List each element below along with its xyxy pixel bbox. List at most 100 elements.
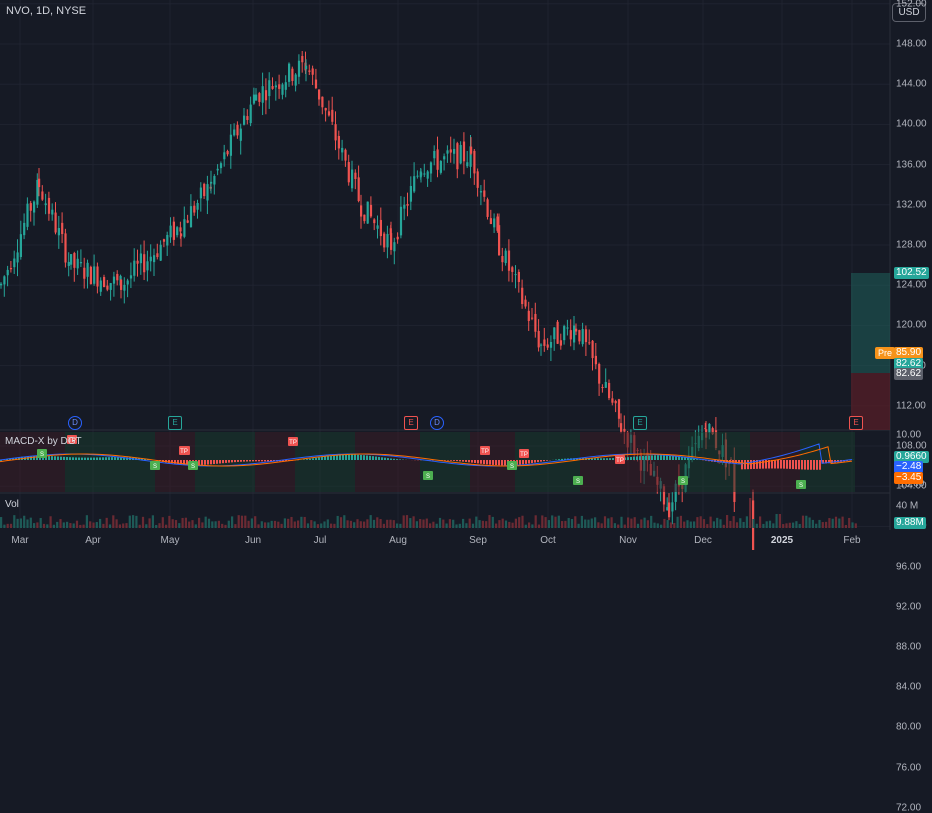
volume-bar [320, 523, 322, 528]
candle [671, 502, 673, 511]
volume-bar [228, 521, 230, 528]
volume-bar [736, 522, 738, 528]
volume-bar [409, 518, 411, 528]
macd-title[interactable]: MACD-X by DGT [5, 436, 82, 447]
candle [605, 382, 607, 388]
candle [206, 184, 208, 200]
volume-last-value: 9.88M [894, 517, 926, 529]
dividend-marker-icon[interactable]: D [68, 416, 82, 430]
macd-histogram-bar [786, 460, 788, 469]
volume-title[interactable]: Vol [5, 499, 19, 510]
candle [595, 356, 597, 364]
volume-bar [531, 524, 533, 528]
volume-bar [300, 517, 302, 528]
volume-bar [644, 518, 646, 528]
macd-histogram-bar [810, 460, 812, 470]
chart-canvas[interactable]: TPSTPSTPSTPTPSTPSTPSSS [0, 0, 932, 550]
volume-bar [828, 518, 830, 528]
volume-bar [142, 517, 144, 528]
volume-bar [667, 520, 669, 528]
candle [133, 261, 135, 276]
signal-marker-label: TP [520, 452, 528, 458]
volume-bar [703, 519, 705, 528]
macd-histogram-bar [213, 460, 215, 464]
macd-histogram-bar [789, 460, 791, 469]
volume-bar [452, 520, 454, 528]
volume-bar [224, 525, 226, 528]
macd-histogram-bar [660, 455, 662, 460]
signal-marker-label: S [510, 464, 514, 470]
candle [163, 239, 165, 242]
macd-histogram-bar [81, 458, 83, 460]
dividend-marker-icon[interactable]: D [430, 416, 444, 430]
candle [278, 84, 280, 89]
volume-bar [330, 524, 332, 528]
candle [420, 173, 422, 176]
candle [403, 205, 405, 209]
macd-line-value: −3.45 [894, 472, 923, 484]
candle [573, 325, 575, 342]
volume-bar [723, 525, 725, 528]
macd-histogram-bar [543, 460, 545, 461]
volume-bar [350, 521, 352, 528]
volume-bar [59, 519, 61, 528]
volume-bar [314, 521, 316, 528]
macd-histogram-bar [93, 458, 95, 460]
volume-bar [69, 523, 71, 528]
candle [318, 89, 320, 99]
volume-bar [254, 516, 256, 528]
volume-bar [165, 525, 167, 528]
candle [41, 191, 43, 199]
macd-histogram-bar [534, 460, 536, 463]
macd-histogram-bar [630, 457, 632, 460]
price-tick: 148.00 [896, 39, 927, 50]
candle [243, 116, 245, 125]
volume-bar [198, 518, 200, 528]
candle [386, 234, 388, 247]
volume-bar [630, 519, 632, 528]
candle [220, 163, 222, 168]
candle [140, 253, 142, 263]
volume-bar [469, 519, 471, 528]
candle [83, 268, 85, 279]
earnings-marker-icon[interactable]: E [168, 416, 182, 430]
macd-histogram-bar [390, 458, 392, 460]
macd-histogram-bar [540, 460, 542, 462]
macd-histogram-bar [108, 457, 110, 460]
macd-zone [355, 432, 420, 492]
time-tick: Feb [843, 535, 860, 546]
signal-marker-label: TP [616, 458, 624, 464]
candle [373, 219, 375, 223]
volume-bar [79, 525, 81, 528]
macd-histogram-bar [351, 455, 353, 460]
time-tick: Dec [694, 535, 712, 546]
earnings-marker-icon[interactable]: E [404, 416, 418, 430]
candle [90, 267, 92, 284]
volume-bar [756, 524, 758, 528]
candle [73, 253, 75, 268]
price-tick: 152.00 [896, 0, 927, 9]
candle [160, 245, 162, 261]
volume-bar [13, 515, 15, 528]
candle [253, 95, 255, 104]
volume-bar [535, 515, 537, 528]
volume-bar [479, 520, 481, 528]
earnings-marker-icon[interactable]: E [849, 416, 863, 430]
macd-histogram-bar [210, 460, 212, 464]
macd-histogram-bar [345, 455, 347, 460]
earnings-marker-icon[interactable]: E [633, 416, 647, 430]
macd-histogram-bar [366, 455, 368, 460]
macd-histogram-bar [750, 460, 752, 469]
macd-histogram-bar [522, 460, 524, 464]
price-tick: 84.00 [896, 682, 921, 693]
macd-histogram-bar [780, 460, 782, 469]
candle [250, 105, 252, 124]
candle [153, 255, 155, 262]
candle [3, 276, 5, 284]
candle [611, 398, 613, 402]
candle [570, 330, 572, 339]
candle [51, 210, 53, 215]
volume-bar [759, 516, 761, 528]
volume-bar [620, 517, 622, 528]
macd-histogram-bar [339, 455, 341, 460]
